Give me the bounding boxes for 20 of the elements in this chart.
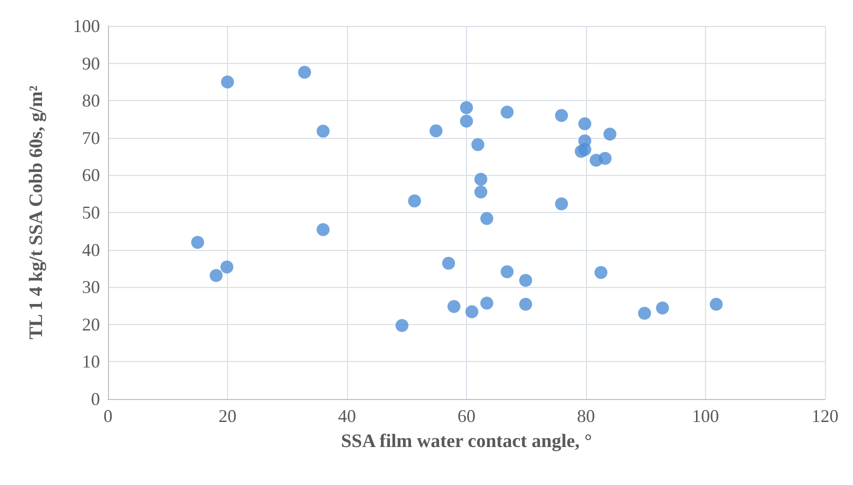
y-tick-label: 40 [82, 240, 100, 260]
y-tick-label: 80 [82, 90, 100, 111]
x-tick-label: 40 [338, 406, 356, 426]
x-tick-label: 80 [577, 406, 595, 426]
y-tick-label: 70 [82, 128, 100, 148]
x-tick-label: 60 [458, 406, 476, 426]
x-tick-label: 100 [692, 406, 719, 426]
x-tick-label: 0 [104, 406, 112, 426]
x-tick-label: 20 [218, 406, 236, 426]
x-axis-title: SSA film water contact angle, ° [340, 431, 592, 452]
y-tick-label: 10 [82, 352, 100, 372]
y-tick-label: 0 [91, 389, 100, 409]
y-tick-label: 60 [82, 165, 100, 186]
y-tick-label: 30 [82, 277, 100, 298]
y-tick-label: 90 [82, 53, 100, 74]
x-tick-label: 120 [812, 406, 838, 426]
y-tick-label: 50 [82, 202, 100, 222]
y-tick-label: 100 [73, 16, 100, 36]
y-tick-label: 20 [82, 314, 100, 334]
y-axis-title: TL 1 4 kg/t SSA Cobb 60s, g/m² [26, 85, 47, 340]
